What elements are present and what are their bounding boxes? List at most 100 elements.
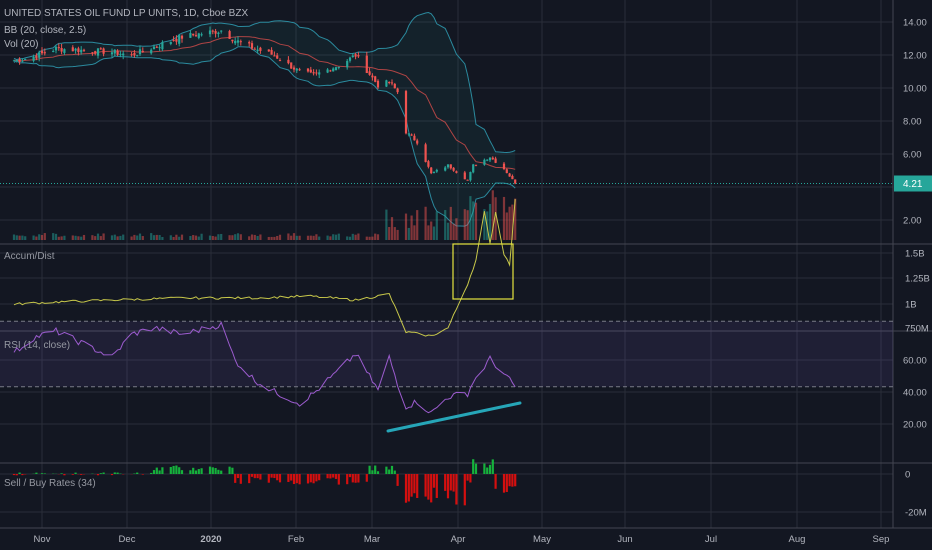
price-tick-label: 12.00 [903,51,927,62]
candle-body [472,164,475,173]
sell-buy-bar [15,474,18,476]
sell-buy-bar [172,465,175,474]
candle-body [351,55,354,58]
x-tick-label: Jun [617,534,632,545]
sell-buy-bar [494,474,497,489]
volume-bar [38,234,41,240]
volume-bar [410,215,413,240]
volume-bar [152,235,156,240]
volume-bar [290,235,293,240]
candle-body [110,52,114,55]
candle-body [404,91,408,134]
candle-body [469,172,472,181]
candle-body [435,169,438,172]
annotations [0,182,893,433]
sell-buy-bar [376,471,380,474]
volume-bar [267,236,270,240]
candle-body [346,60,349,68]
volume-bar [248,236,251,240]
sell-buy-bar [388,469,391,474]
sell-buy-bar [407,474,410,502]
candle-body [416,140,419,144]
candle-body [267,49,270,52]
sell-buy-bar [466,474,469,481]
volume-bar [396,229,399,240]
candle-body [94,51,97,54]
candle-body [276,55,279,59]
candle-body [287,59,290,64]
volume-bar [259,234,262,240]
volume-bar [32,235,35,240]
sell-buy-bar [374,465,377,474]
sell-buy-bar [469,474,472,483]
volume-bar [122,234,125,240]
sell-buy-bar [276,474,279,481]
candle-body [424,144,427,162]
sell-buy-bar [354,474,357,483]
volume-bar [371,236,374,240]
volume-bar [94,236,97,240]
candle-body [334,67,338,71]
volume-bar [71,235,74,240]
sell-buy-bar [393,470,396,474]
volume-bar [376,234,380,240]
volume-bar [96,233,100,240]
sell-buy-bar [385,466,388,474]
volume-bar [287,233,290,240]
candle-body [348,57,352,61]
sell-buy-bar [508,474,511,487]
volume-bar [214,236,217,240]
candle-body [192,33,195,36]
sell-buy-bar [231,467,234,474]
volume-bar [505,212,508,240]
sell-buy-bar [63,474,66,476]
sell-buy-bar [273,474,276,479]
volume-bar [357,233,360,240]
candle-body [178,35,181,44]
volume-bar [337,233,340,240]
volume-bar [130,236,133,240]
volume-bar [175,234,178,240]
volume-bar [393,227,396,240]
sell-buy-bar [18,472,21,474]
candle-body [161,42,164,50]
sell-buy-bar [99,473,102,474]
sell-buy-bar [472,459,475,474]
volume-bar [200,233,203,240]
sell-buy-histogram [12,459,517,506]
candle-body [200,34,203,36]
candle-body [505,169,508,174]
candle-body [278,60,282,62]
sell-buy-bar [295,474,298,484]
volume-bar [278,234,282,240]
sell-buy-bar [239,474,242,484]
volume-bar [413,225,416,240]
sell-buy-bar [208,466,212,474]
volume-bar [178,236,181,240]
bb-indicator-label: BB (20, close, 2.5) [4,25,86,36]
volume-bar [348,236,352,240]
sell-buy-bar [371,470,374,474]
candle-body [332,68,335,72]
sell-buy-bar [368,465,371,474]
candle-body [102,48,105,54]
sell-buy-bar [435,474,438,498]
volume-bar [494,197,497,240]
volume-bar [292,233,296,240]
sell-buy-bar [175,465,178,474]
price-tick-label: 8.00 [903,117,922,128]
volume-bar [82,234,86,240]
volume-bar [332,234,335,240]
bollinger-bands [13,11,516,227]
chart-grid [0,0,932,529]
candle-body [337,66,340,68]
volume-bar [197,236,200,240]
sell-buy-bar [514,474,517,487]
volume-bar [463,209,466,240]
chart-title: UNITED STATES OIL FUND LP UNITS, 1D, Cbo… [4,8,248,19]
volume-bar [472,201,475,240]
candle-body [141,50,144,52]
candle-body [113,49,116,54]
volume-bar [315,234,318,240]
